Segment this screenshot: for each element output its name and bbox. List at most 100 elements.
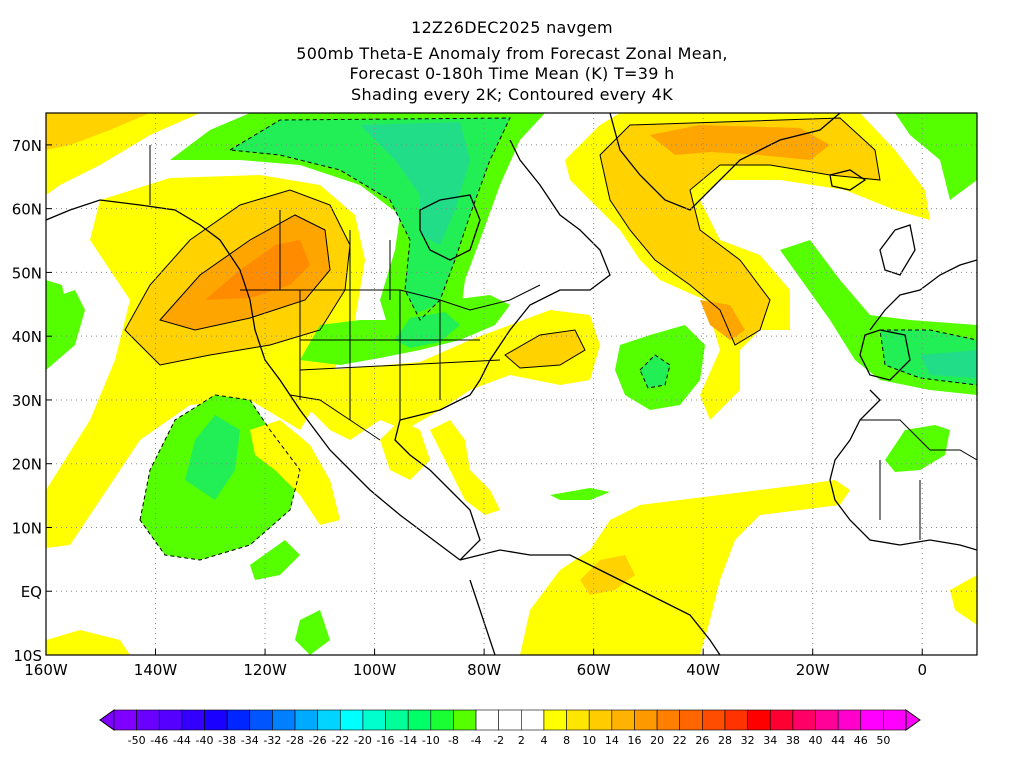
latitude-ticks: 10S EQ 10N 20N 30N 40N 50N 60N 70N bbox=[12, 137, 52, 665]
contour-minus-4-canada bbox=[228, 117, 511, 321]
colorbar-level-label: 16 bbox=[627, 734, 641, 747]
contour-plus-4-atlantic bbox=[599, 117, 881, 346]
colorbar-end-high bbox=[905, 709, 921, 731]
anomaly-region-africa-warm bbox=[950, 575, 977, 625]
coastline-iberia bbox=[859, 329, 911, 381]
coastline-south-america-west bbox=[469, 579, 496, 655]
colorbar-swatch bbox=[113, 709, 137, 731]
tick-label-lon: 100W bbox=[353, 661, 397, 679]
coastline-british-isles bbox=[879, 224, 916, 276]
colorbar-level-label: 34 bbox=[763, 734, 777, 747]
anomaly-region-nw-arctic-core bbox=[46, 113, 150, 150]
anomaly-region-north-atlantic-warm-mid bbox=[600, 118, 880, 345]
colorbar-swatch bbox=[566, 709, 590, 731]
tick-label-lat: 40N bbox=[12, 328, 42, 346]
anomaly-region-subtropical-pacific-cool-core bbox=[185, 415, 240, 500]
colorbar-swatch bbox=[792, 709, 816, 731]
tick-label-lat: 30N bbox=[12, 392, 42, 410]
colorbar-level-label: 4 bbox=[540, 734, 547, 747]
coastline-north-america-west bbox=[46, 199, 461, 561]
colorbar-swatch bbox=[226, 709, 251, 731]
colorbar-swatch bbox=[837, 709, 862, 731]
colorbar-swatch bbox=[611, 709, 635, 731]
contour-plus-4-se-us bbox=[504, 329, 586, 369]
title-line-2: 500mb Theta-E Anomaly from Forecast Zona… bbox=[296, 44, 728, 63]
colorbar-swatch bbox=[272, 709, 296, 731]
colorbar-swatch bbox=[815, 709, 839, 731]
colorbar-level-label: -8 bbox=[448, 734, 459, 747]
anomaly-region-sahara-cool bbox=[885, 425, 950, 472]
colorbar-swatch bbox=[249, 709, 273, 731]
colorbar-level-label: -20 bbox=[354, 734, 372, 747]
colorbar-swatch bbox=[656, 709, 681, 731]
colorbar-swatch bbox=[475, 709, 499, 731]
colorbar-swatch bbox=[204, 709, 228, 731]
contour-minus-4-atlantic bbox=[639, 354, 671, 389]
colorbar-swatch bbox=[860, 709, 884, 731]
tick-label-lat: 50N bbox=[12, 264, 42, 282]
colorbar-level-label: 8 bbox=[563, 734, 570, 747]
graticule bbox=[46, 113, 977, 655]
colorbar-swatch bbox=[158, 709, 183, 731]
colorbar-swatch bbox=[453, 709, 477, 731]
anomaly-region-north-atlantic-warm-plume bbox=[700, 300, 745, 340]
anomaly-region-se-us-warm bbox=[300, 310, 600, 440]
colorbar-level-label: -28 bbox=[286, 734, 304, 747]
tick-label-lon: 140W bbox=[134, 661, 178, 679]
colorbar-swatch bbox=[543, 709, 567, 731]
border-us-canada bbox=[240, 284, 541, 311]
colorbar-swatch bbox=[679, 709, 703, 731]
colorbar-level-label: 40 bbox=[808, 734, 822, 747]
contour-plus-8-pacific bbox=[159, 214, 331, 331]
tick-label-lon: 160W bbox=[24, 661, 68, 679]
coastline-iceland bbox=[829, 169, 867, 191]
colorbar-swatch bbox=[588, 709, 613, 731]
border-africa-countries bbox=[860, 419, 977, 540]
tick-label-lat: 60N bbox=[12, 201, 42, 219]
contour-zero-pacific-cool bbox=[139, 394, 301, 561]
colorbar: -50 -46 -44 -40 -38 -34 -32 -28 -26 -22 -20 -16 -14-… bbox=[99, 709, 921, 747]
anomaly-region-tropical-atlantic-warm-core bbox=[580, 555, 635, 595]
colorbar-level-label: -34 bbox=[241, 734, 259, 747]
anomaly-region-central-us-cool-core bbox=[395, 312, 460, 348]
anomaly-region-pacific-cool-west-2 bbox=[46, 280, 65, 302]
colorbar-level-label: -40 bbox=[196, 734, 214, 747]
tick-label-lon: 40W bbox=[686, 661, 720, 679]
colorbar-swatch bbox=[181, 709, 205, 731]
colorbar-level-label: -38 bbox=[218, 734, 236, 747]
colorbar-swatch bbox=[339, 709, 364, 731]
colorbar-level-label: 26 bbox=[695, 734, 709, 747]
anomaly-region-sw-pacific-cool bbox=[295, 610, 330, 655]
plot-frame bbox=[45, 112, 978, 656]
anomaly-region-caribbean-warm bbox=[430, 420, 500, 515]
tick-label-lat: 10S bbox=[13, 647, 42, 665]
anomaly-region-caribbean-cool bbox=[550, 488, 610, 500]
colorbar-level-label: -22 bbox=[331, 734, 349, 747]
tick-label-lon: 80W bbox=[467, 661, 501, 679]
contour-minus-4-europe bbox=[879, 329, 977, 386]
colorbar-end-low bbox=[99, 709, 115, 731]
colorbar-swatch bbox=[634, 709, 658, 731]
anomaly-region-baja-warm bbox=[250, 420, 340, 525]
coastline-greenland bbox=[609, 113, 841, 211]
colorbar-level-label: -14 bbox=[399, 734, 417, 747]
anomaly-region-sw-pacific-warm bbox=[46, 630, 130, 655]
colorbar-swatch bbox=[430, 709, 454, 731]
contour-plus-4-pacific bbox=[124, 189, 351, 366]
colorbar-level-label: -50 bbox=[128, 734, 146, 747]
colorbar-swatch bbox=[385, 709, 409, 731]
colorbar-swatch bbox=[747, 709, 771, 731]
border-us-mexico bbox=[289, 394, 381, 441]
anomaly-region-north-sea-cool bbox=[895, 113, 977, 200]
anomaly-region-pacific-cool-west bbox=[46, 290, 85, 370]
border-us-states bbox=[299, 290, 501, 420]
anomaly-region-atlantic-cool-core bbox=[640, 355, 670, 388]
colorbar-level-label: -4 bbox=[471, 734, 482, 747]
shading-layer bbox=[46, 113, 977, 655]
colorbar-level-label: 10 bbox=[582, 734, 596, 747]
colorbar-swatch bbox=[362, 709, 386, 731]
tick-label-lon: 120W bbox=[243, 661, 287, 679]
colorbar-swatch bbox=[136, 709, 160, 731]
contour-layer bbox=[124, 117, 977, 561]
